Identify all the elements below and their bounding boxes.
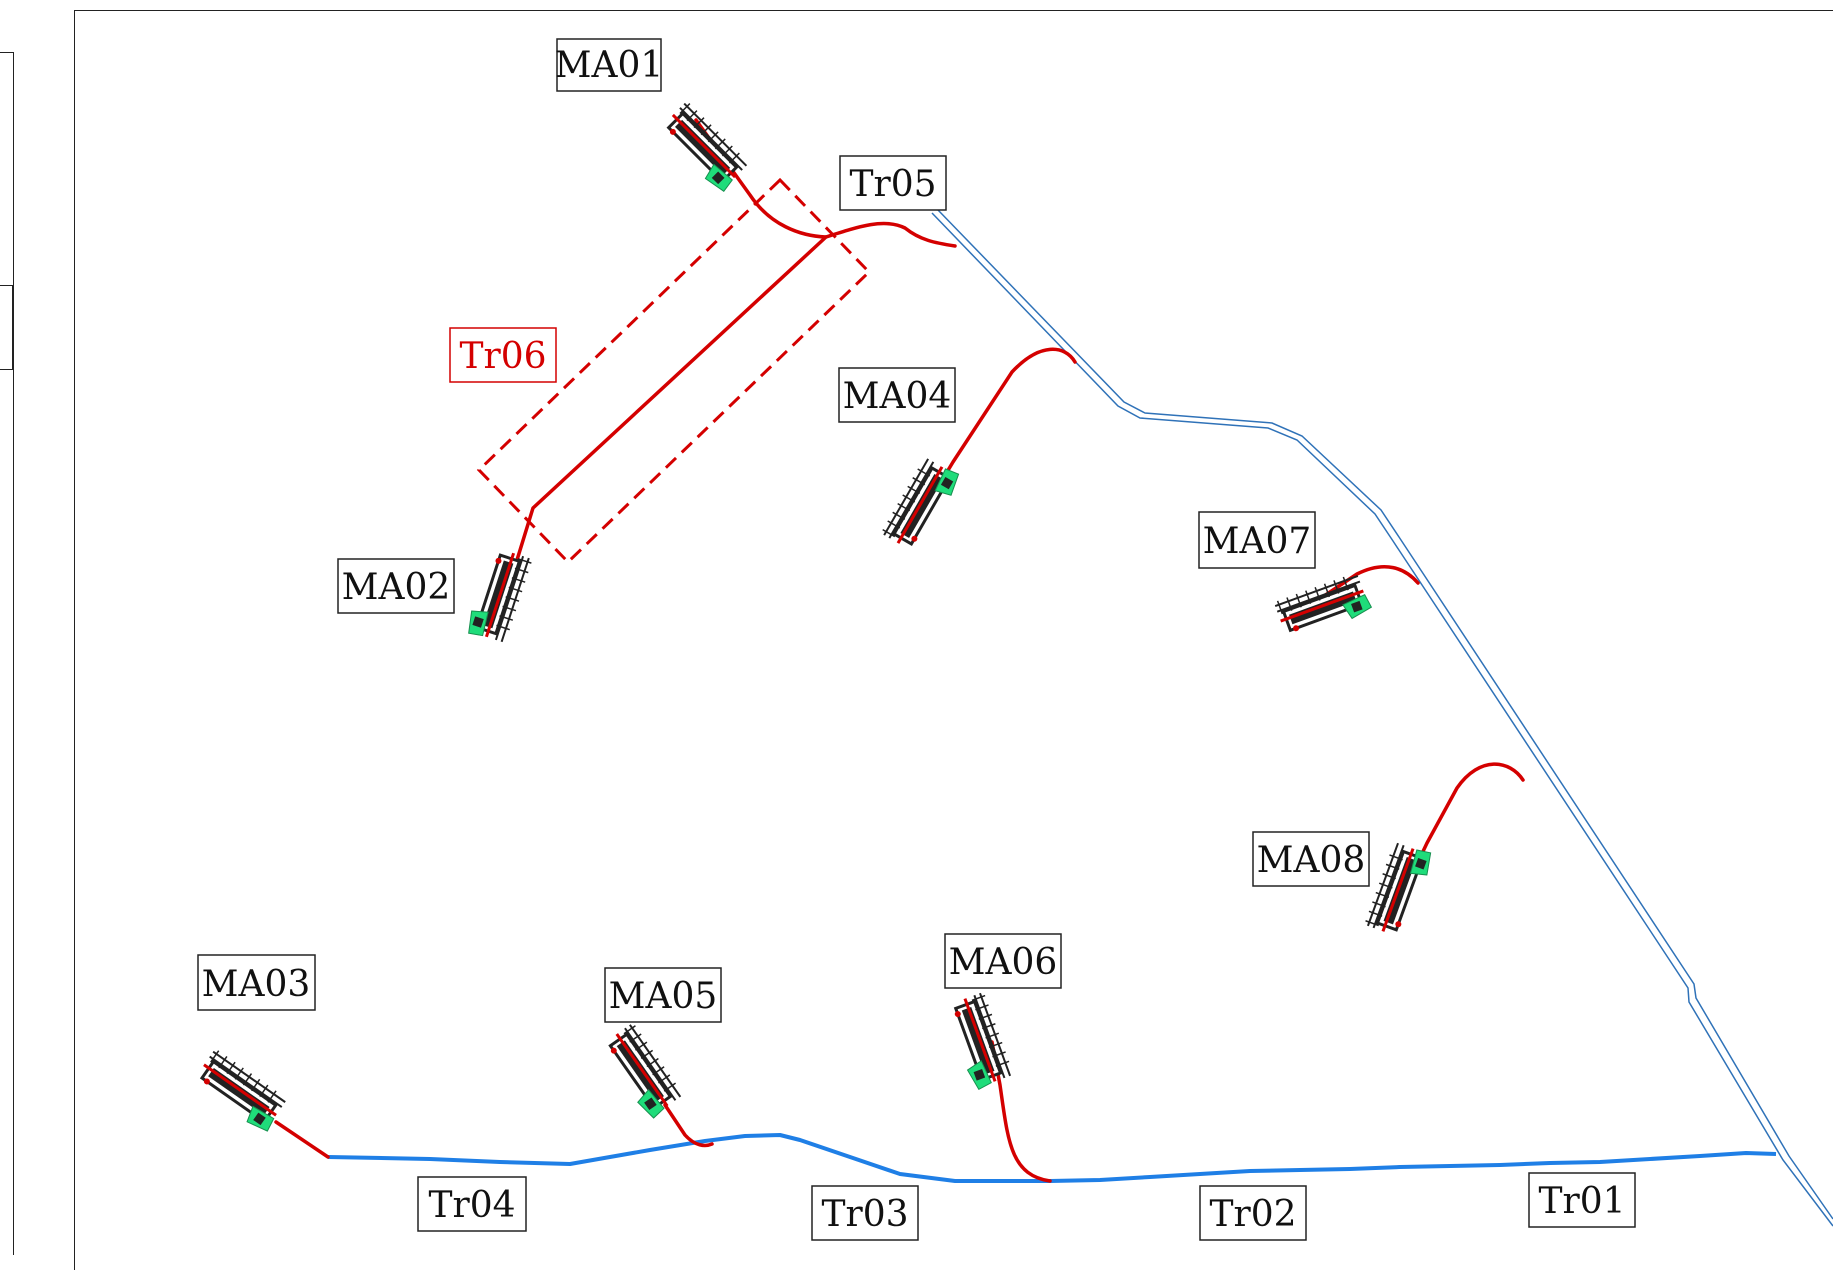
svg-text:Tr02: Tr02 [1209, 1194, 1296, 1235]
svg-text:Tr06: Tr06 [459, 336, 546, 377]
svg-text:Tr03: Tr03 [821, 1194, 908, 1235]
machine-ma01 [655, 99, 753, 196]
left-panel-edge [0, 0, 64, 1255]
label-ma06: MA06 [944, 933, 1062, 989]
machine-ma08 [1362, 838, 1436, 941]
svg-text:MA04: MA04 [843, 376, 952, 417]
red-spurs [274, 118, 1525, 1183]
svg-text:MA05: MA05 [609, 976, 718, 1017]
route-tr01-tr04 [327, 1133, 1777, 1183]
label-tr05: Tr05 [839, 155, 947, 211]
svg-text:MA01: MA01 [555, 45, 664, 86]
svg-text:MA08: MA08 [1257, 840, 1366, 881]
svg-text:Tr05: Tr05 [849, 164, 936, 205]
machine-ma02 [463, 544, 535, 647]
panel-frame [0, 52, 14, 1255]
label-ma03: MA03 [197, 954, 316, 1011]
panel-tab [0, 285, 13, 370]
svg-text:Tr01: Tr01 [1538, 1181, 1625, 1222]
svg-text:MA06: MA06 [949, 942, 1058, 983]
label-ma01: MA01 [555, 38, 664, 92]
label-ma08: MA08 [1252, 831, 1370, 887]
svg-text:MA02: MA02 [342, 567, 451, 608]
svg-text:MA03: MA03 [202, 964, 311, 1005]
svg-text:Tr04: Tr04 [428, 1185, 515, 1226]
label-ma05: MA05 [604, 967, 722, 1023]
label-ma07: MA07 [1198, 511, 1316, 569]
label-tr01: Tr01 [1528, 1172, 1636, 1228]
label-ma04: MA04 [838, 367, 956, 423]
machine-ma05 [597, 1020, 687, 1122]
svg-text:MA07: MA07 [1203, 521, 1312, 562]
route-tr05 [931, 209, 1833, 1227]
drawing-frame [74, 10, 1833, 1270]
label-tr02: Tr02 [1199, 1185, 1307, 1241]
label-tr04: Tr04 [417, 1176, 527, 1232]
label-tr06: Tr06 [449, 327, 557, 383]
label-ma02: MA02 [337, 558, 455, 614]
label-tr03: Tr03 [811, 1185, 919, 1241]
machine-ma07 [1272, 569, 1375, 644]
machine-ma06 [942, 990, 1017, 1093]
